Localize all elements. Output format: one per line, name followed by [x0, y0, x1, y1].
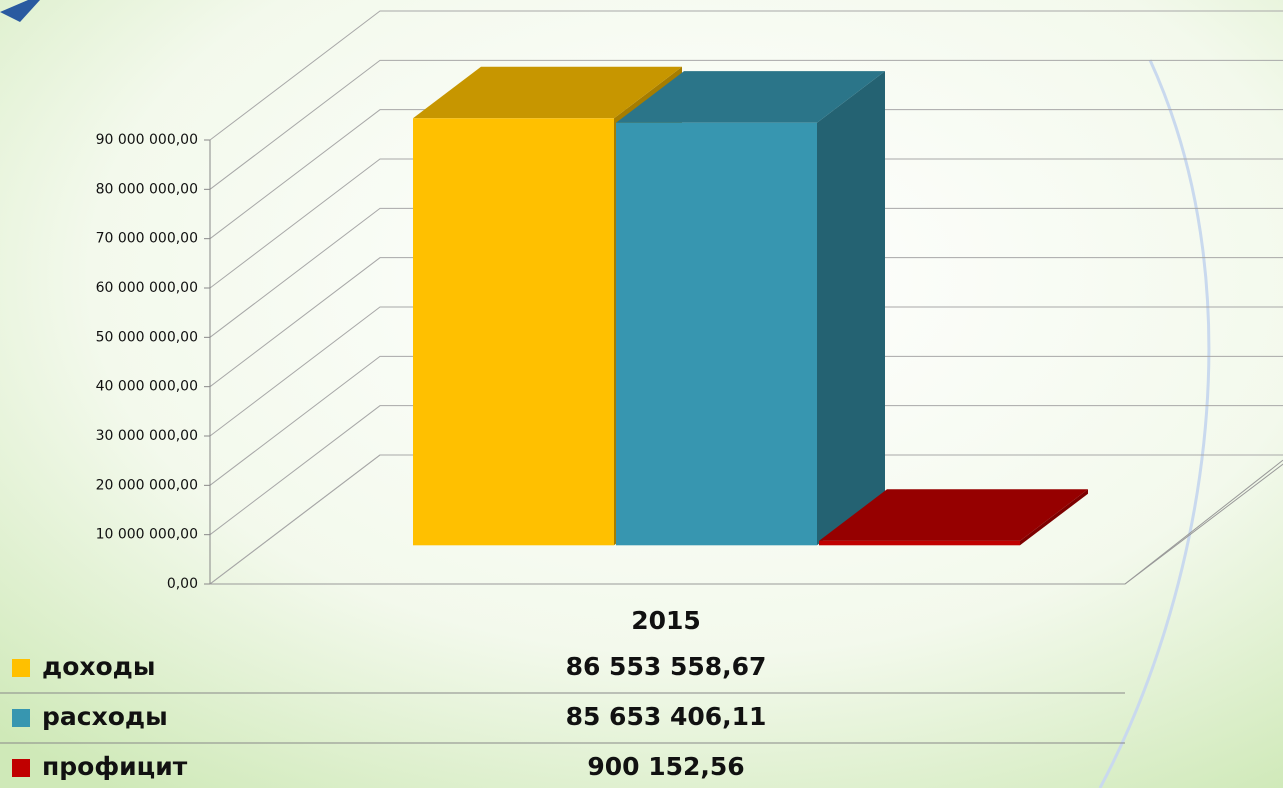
- y-tick-label: 20 000 000,00: [96, 477, 198, 493]
- table-value: 86 553 558,67: [566, 652, 767, 681]
- table-category: 2015: [631, 606, 701, 635]
- table-value: 85 653 406,11: [566, 702, 767, 731]
- bar: [616, 123, 817, 546]
- legend-label: профицит: [42, 752, 188, 781]
- legend-swatch: [12, 709, 30, 727]
- y-tick-label: 40 000 000,00: [96, 379, 198, 395]
- bar: [819, 541, 1020, 545]
- y-tick-label: 90 000 000,00: [96, 132, 198, 148]
- bar-side: [817, 71, 885, 545]
- legend-label: расходы: [42, 702, 168, 731]
- table-value: 900 152,56: [587, 752, 744, 781]
- legend-label: доходы: [42, 652, 155, 681]
- y-tick-label: 10 000 000,00: [96, 527, 198, 543]
- legend-swatch: [12, 659, 30, 677]
- chart: 0,00 10 000 000,00 20 000 000,00 30 000 000…: [0, 0, 1283, 788]
- y-tick-label: 50 000 000,00: [96, 329, 198, 345]
- legend-swatch: [12, 759, 30, 777]
- y-tick-label: 30 000 000,00: [96, 428, 198, 444]
- y-tick-label: 0,00: [167, 576, 198, 592]
- y-tick-label: 70 000 000,00: [96, 231, 198, 247]
- y-tick-label: 80 000 000,00: [96, 181, 198, 197]
- bar: [413, 118, 614, 545]
- y-tick-label: 60 000 000,00: [96, 280, 198, 296]
